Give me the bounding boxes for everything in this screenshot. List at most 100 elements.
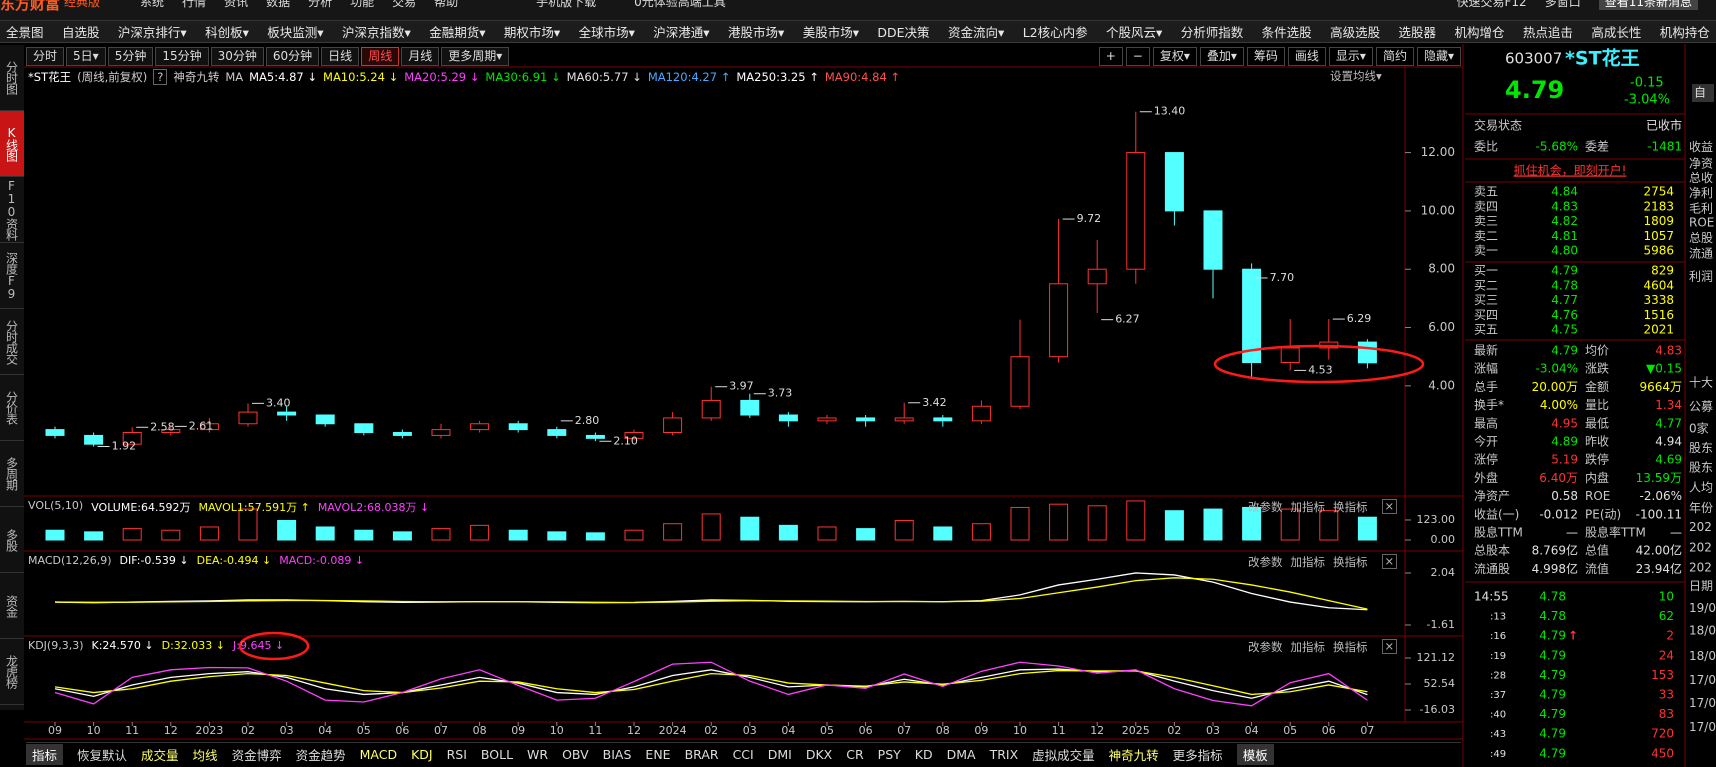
indicator-tab[interactable]: DMI	[767, 747, 792, 762]
panel-button[interactable]: 加指标	[1290, 640, 1326, 654]
menu-item[interactable]: 分析师指数	[1180, 25, 1244, 40]
indicator-tab[interactable]: 虚拟成交量	[1032, 748, 1095, 763]
tool-button[interactable]: 叠加▾	[1199, 46, 1244, 66]
panel-button[interactable]: ×	[1381, 499, 1398, 514]
period-tab[interactable]: 月线	[401, 46, 440, 66]
indicator-tab[interactable]: 神奇九转	[1108, 748, 1159, 763]
menu-item[interactable]: 资金流向▾	[947, 25, 1005, 40]
nav-item[interactable]: 深度F9	[0, 243, 24, 309]
panel-button[interactable]: 换指标	[1333, 640, 1368, 654]
menu-item[interactable]: 期权市场▾	[503, 25, 561, 40]
menu-item[interactable]: 沪深港通▾	[653, 25, 710, 40]
nav-item[interactable]: 资金	[0, 573, 24, 639]
menu-item[interactable]: 高级选股	[1330, 25, 1381, 40]
panel-button[interactable]: 改参数	[1248, 555, 1283, 569]
menu-item[interactable]: 科创板▾	[205, 25, 249, 40]
messages[interactable]: 查看11条新消息	[1598, 0, 1698, 10]
indicator-tab[interactable]: CCI	[732, 747, 754, 762]
open-account-cta[interactable]: 抓住机会，即刻开户!	[1514, 163, 1627, 178]
menu-item[interactable]: 美股市场▾	[802, 25, 859, 40]
indicator-tab[interactable]: BOLL	[480, 747, 514, 762]
system-menu[interactable]: 分析	[308, 0, 333, 9]
menu-item[interactable]: 港股市场▾	[728, 25, 785, 40]
panel-button[interactable]: ×	[1381, 554, 1398, 569]
tool-button[interactable]: 隐藏▾	[1416, 46, 1461, 66]
indicator-tab[interactable]: KDJ	[411, 747, 433, 762]
tool-button[interactable]: 简约	[1375, 46, 1414, 66]
indicator-tab[interactable]: CR	[846, 747, 864, 762]
system-menu[interactable]: 资讯	[224, 0, 249, 9]
nav-item[interactable]: 分时图	[0, 45, 24, 111]
panel-button[interactable]: 改参数	[1248, 500, 1283, 514]
panel-button[interactable]: 加指标	[1290, 500, 1326, 514]
menu-item[interactable]: 自选股	[61, 25, 100, 40]
system-menu[interactable]: 交易	[392, 0, 417, 9]
indicator-tab[interactable]: 均线	[192, 748, 218, 763]
system-menu[interactable]: 系统	[140, 0, 165, 9]
menu-item[interactable]: 沪深京指数▾	[341, 25, 411, 40]
panel-button[interactable]: 换指标	[1333, 500, 1368, 514]
nav-item[interactable]: K线图	[0, 111, 24, 177]
period-tab[interactable]: 周线	[361, 46, 400, 66]
indicator-tab[interactable]: 资金博弈	[231, 748, 282, 763]
menu-item[interactable]: 全球市场▾	[578, 25, 635, 40]
system-menu[interactable]: 行情	[182, 0, 207, 9]
indicator-tab[interactable]: 模板	[1236, 744, 1274, 765]
mobile-link[interactable]: 手机版下载	[536, 0, 597, 9]
tool-button[interactable]: 显示▾	[1328, 46, 1373, 66]
tool-button[interactable]: 画线	[1287, 46, 1326, 66]
indicator-tab[interactable]: TRIX	[989, 747, 1019, 762]
nav-item[interactable]: F10资料	[0, 177, 24, 243]
menu-item[interactable]: 高成长性	[1591, 25, 1642, 40]
indicator-tab[interactable]: DMA	[946, 747, 976, 762]
tool-button[interactable]: +	[1098, 46, 1123, 66]
menu-item[interactable]: DDE决策	[877, 25, 930, 40]
nav-item[interactable]: 龙虎榜	[0, 639, 24, 705]
indicator-tab[interactable]: ENE	[645, 747, 671, 762]
indicator-tab[interactable]: 指标	[26, 744, 64, 765]
menu-item[interactable]: 全景图	[6, 25, 44, 40]
menu-item[interactable]: 个股风云▾	[1106, 25, 1163, 40]
system-menu[interactable]: 功能	[350, 0, 375, 9]
period-tab[interactable]: 更多周期▾	[441, 46, 510, 66]
menu-item[interactable]: 沪深京排行▾	[117, 25, 187, 40]
panel-button[interactable]: 加指标	[1290, 555, 1326, 569]
nav-item[interactable]: 分时成交	[0, 309, 24, 375]
indicator-tab[interactable]: 更多指标	[1172, 748, 1223, 763]
period-tab[interactable]: 5日▾	[66, 46, 106, 66]
ma-settings-button[interactable]: 设置均线▾	[1330, 69, 1382, 83]
nav-item[interactable]: 分价表	[0, 375, 24, 441]
system-menu[interactable]: 数据	[266, 0, 291, 9]
menu-item[interactable]: L2核心内参	[1022, 25, 1088, 40]
indicator-tab[interactable]: OBV	[562, 747, 589, 762]
indicator-tab[interactable]: BRAR	[684, 747, 719, 762]
indicator-tab[interactable]: BIAS	[602, 747, 632, 762]
period-tab[interactable]: 分时	[26, 46, 65, 66]
indicator-tab[interactable]: RSI	[446, 747, 467, 762]
menu-item[interactable]: 金融期货▾	[429, 25, 486, 40]
menu-item[interactable]: 条件选股	[1261, 25, 1312, 40]
menu-item[interactable]: 板块监测▾	[267, 25, 324, 40]
period-tab[interactable]: 5分钟	[107, 46, 154, 66]
panel-button[interactable]: ×	[1381, 639, 1398, 654]
indicator-tab[interactable]: MACD	[359, 747, 398, 762]
multi-window[interactable]: 多窗口	[1544, 0, 1581, 9]
indicator-tab[interactable]: PSY	[877, 747, 901, 762]
menu-item[interactable]: 机构持仓	[1659, 25, 1710, 40]
nav-item[interactable]: 多周期	[0, 441, 24, 507]
period-tab[interactable]: 60分钟	[265, 46, 320, 66]
menu-item[interactable]: 选股器	[1398, 25, 1437, 40]
indicator-tab[interactable]: WR	[527, 747, 549, 762]
indicator-tab[interactable]: 恢复默认	[77, 748, 128, 763]
help-button[interactable]: ?	[153, 68, 168, 85]
menu-item[interactable]: 机构增仓	[1454, 25, 1505, 40]
indicator-tab[interactable]: DKX	[805, 747, 833, 762]
quick-trade[interactable]: 快速交易F12	[1456, 0, 1527, 9]
panel-button[interactable]: 换指标	[1333, 555, 1368, 569]
indicator-tab[interactable]: 资金趋势	[295, 748, 346, 763]
tool-button[interactable]: 筹码	[1246, 46, 1285, 66]
period-tab[interactable]: 日线	[321, 46, 360, 66]
tool-button[interactable]: 复权▾	[1152, 46, 1197, 66]
indicator-tab[interactable]: KD	[914, 747, 933, 762]
promo-link[interactable]: 0元体验高端工具	[634, 0, 726, 9]
